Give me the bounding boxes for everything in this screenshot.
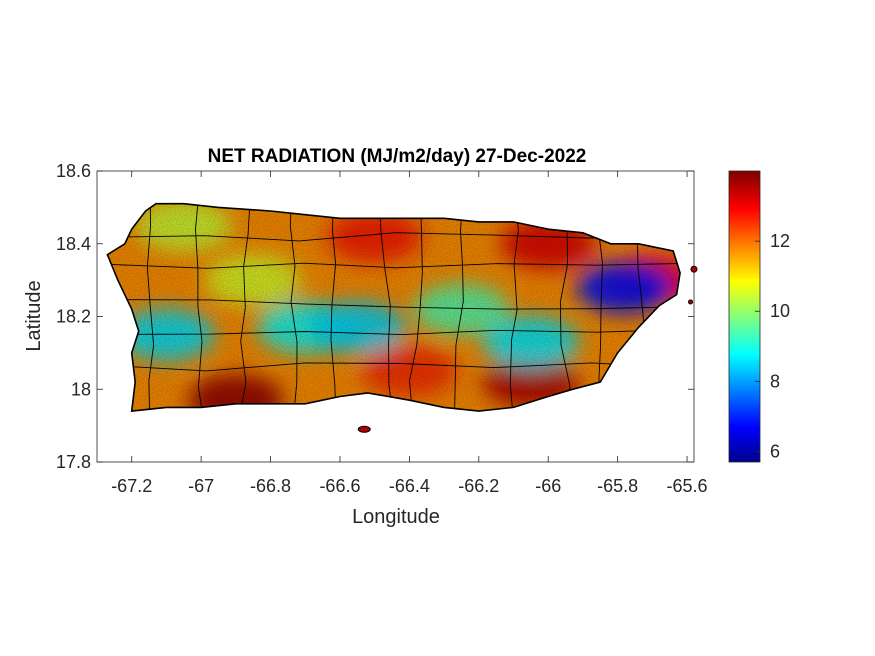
y-tick-label: 17.8 — [56, 452, 91, 472]
x-axis-label: Longitude — [352, 506, 440, 528]
municipality-boundary — [379, 203, 395, 412]
x-tick-label: -66.4 — [389, 476, 430, 496]
y-tick-label: 18.2 — [56, 307, 91, 327]
municipality-boundary — [289, 203, 298, 412]
y-axis-ticks: 17.8 18 18.2 18.4 18.6 — [56, 161, 694, 472]
municipality-boundary — [109, 328, 681, 336]
municipality-boundaries — [109, 203, 681, 412]
colorbar-tick-label: 12 — [770, 231, 790, 251]
municipality-boundary — [453, 203, 464, 412]
colorbar-scale — [728, 170, 761, 463]
x-axis-ticks: -67.2 -67 -66.8 -66.6 -66.4 -66.2 -66 -65.8 -65.… — [111, 171, 708, 496]
municipality-boundary — [109, 262, 681, 269]
y-tick-label: 18.6 — [56, 161, 91, 181]
islet — [690, 265, 698, 273]
municipality-boundary — [146, 203, 155, 412]
x-tick-label: -67.2 — [111, 476, 152, 496]
y-axis-label: Latitude — [23, 280, 45, 351]
colorbar-ticks: 6 8 10 12 — [755, 231, 790, 461]
coastline — [106, 202, 681, 413]
municipality-boundary — [109, 232, 681, 242]
map-axes: -67.2 -67 -66.8 -66.6 -66.4 -66.2 -66 -65.8 -65.… — [56, 161, 708, 496]
y-tick-label: 18 — [71, 379, 91, 399]
municipality-boundary — [109, 362, 681, 372]
municipality-boundary — [109, 299, 681, 310]
islet — [357, 425, 371, 433]
colorbar-tick-label: 6 — [770, 441, 780, 461]
islet — [688, 299, 694, 305]
x-tick-label: -67 — [188, 476, 214, 496]
municipality-boundary — [509, 203, 519, 412]
offshore-islets — [357, 265, 698, 433]
x-tick-label: -65.8 — [597, 476, 638, 496]
x-tick-label: -65.6 — [667, 476, 708, 496]
x-tick-label: -66.8 — [250, 476, 291, 496]
chart-title: NET RADIATION (MJ/m2/day) 27-Dec-2022 — [208, 146, 587, 167]
x-tick-label: -66.6 — [319, 476, 360, 496]
municipality-boundary — [330, 203, 337, 412]
y-tick-label: 18.4 — [56, 234, 91, 254]
colorbar: 6 8 10 12 — [728, 170, 790, 463]
municipality-boundary — [195, 203, 205, 412]
x-tick-label: -66.2 — [458, 476, 499, 496]
x-tick-label: -66 — [535, 476, 561, 496]
colorbar-tick-label: 8 — [770, 371, 780, 391]
municipality-boundary — [238, 203, 251, 412]
colorbar-tick-label: 10 — [770, 301, 790, 321]
